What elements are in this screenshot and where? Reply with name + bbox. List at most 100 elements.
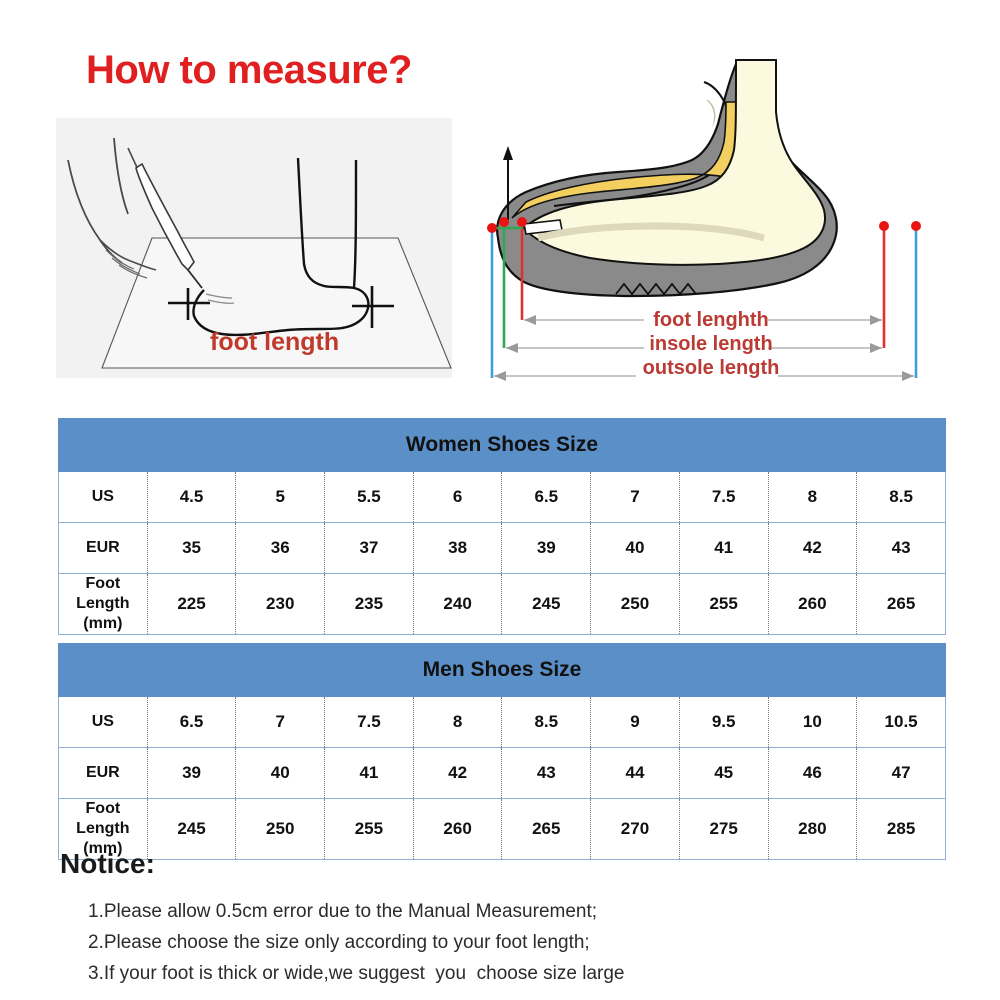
dim-outsole-left-head	[494, 371, 506, 381]
cell: 42	[412, 747, 503, 799]
foot-shading	[537, 222, 765, 242]
finger-1	[105, 249, 135, 270]
row-label-foot-length-main: Foot Length	[76, 800, 130, 837]
cell: 245	[146, 798, 237, 860]
toe-height-arrowhead	[503, 146, 513, 160]
cell: 235	[324, 573, 414, 635]
cell: 260	[412, 798, 503, 860]
cell: 6	[412, 471, 503, 523]
cell: 7.5	[678, 471, 769, 523]
cell: 270	[590, 798, 680, 860]
dim-outsole-right-head	[902, 371, 914, 381]
cell: 35	[146, 522, 237, 574]
cell: 45	[678, 747, 769, 799]
toe-line-1	[205, 293, 233, 299]
row-label-foot-length: Foot Length (mm)	[58, 573, 148, 635]
notice-item-3: 3.If your foot is thick or wide,we sugge…	[88, 963, 625, 984]
cell: 44	[590, 747, 680, 799]
row-label-us: US	[58, 471, 148, 523]
ankle-crease	[706, 100, 716, 128]
cell: 260	[767, 573, 858, 635]
cell: 6.5	[501, 471, 592, 523]
cell: 41	[324, 747, 414, 799]
cell: 8.5	[501, 696, 592, 748]
foot-length-caption: foot length	[210, 328, 340, 356]
table-row: US 6.5 7 7.5 8 8.5 9 9.5 10 10.5	[58, 696, 946, 748]
point-outsole-toe	[487, 223, 497, 233]
cell: 36	[235, 522, 326, 574]
table-row: Foot Length (mm) 225 230 235 240 245 250…	[58, 573, 946, 635]
point-outsole-heel	[911, 221, 921, 231]
table-row: EUR 39 40 41 42 43 44 45 46 47	[58, 747, 946, 799]
cell: 39	[501, 522, 592, 574]
cell: 265	[501, 798, 592, 860]
cell: 4.5	[146, 471, 237, 523]
hand-knuckles	[99, 239, 157, 271]
cell: 42	[767, 522, 858, 574]
row-label-eur: EUR	[58, 522, 148, 574]
dim-insole-right-head	[870, 343, 882, 353]
cell: 43	[501, 747, 592, 799]
cell: 280	[767, 798, 858, 860]
foot-tracing-illustration	[56, 118, 452, 378]
row-label-foot-length-unit: (mm)	[83, 615, 123, 632]
notice-heading: Notice:	[60, 848, 155, 879]
men-table-title: Men Shoes Size	[58, 643, 946, 697]
foot-body	[522, 59, 826, 266]
cell: 38	[412, 522, 503, 574]
cell: 9	[590, 696, 680, 748]
point-foot-heel	[879, 221, 889, 231]
cell: 47	[856, 747, 946, 799]
cell: 255	[678, 573, 769, 635]
table-title-row: Men Shoes Size	[58, 643, 946, 697]
foot-tracing-svg	[67, 137, 452, 369]
point-foot-toe	[517, 217, 527, 227]
dim-insole-left-head	[506, 343, 518, 353]
notice-item-1: 1.Please allow 0.5cm error due to the Ma…	[88, 901, 598, 922]
finger-2	[111, 257, 141, 275]
men-size-table: Men Shoes Size US 6.5 7 7.5 8 8.5 9 9.5 …	[58, 643, 946, 860]
ankle-back-line	[352, 159, 358, 289]
toe-line-2	[207, 299, 235, 304]
cell: 43	[856, 522, 946, 574]
cell: 240	[412, 573, 503, 635]
cell: 8.5	[856, 471, 946, 523]
point-insole-toe	[499, 217, 509, 227]
shoe-cross-section-illustration	[468, 42, 954, 390]
cell: 8	[412, 696, 503, 748]
cell: 285	[856, 798, 946, 860]
row-label-eur: EUR	[58, 747, 148, 799]
row-label-foot-length: Foot Length (mm)	[58, 798, 148, 860]
cell: 250	[590, 573, 680, 635]
cell: 250	[235, 798, 326, 860]
cell: 9.5	[678, 696, 769, 748]
table-row: EUR 35 36 37 38 39 40 41 42 43	[58, 522, 946, 574]
cell: 230	[235, 573, 326, 635]
forearm-outline-2	[113, 137, 129, 215]
cell: 7	[235, 696, 326, 748]
cell: 245	[501, 573, 592, 635]
women-size-table: Women Shoes Size US 4.5 5 5.5 6 6.5 7 7.…	[58, 418, 946, 635]
cell: 40	[235, 747, 326, 799]
cell: 255	[324, 798, 414, 860]
foot-outline	[192, 157, 370, 337]
page-title: How to measure?	[86, 48, 412, 92]
row-label-us: US	[58, 696, 148, 748]
forearm-outline	[67, 159, 123, 264]
cell: 37	[324, 522, 414, 574]
cell: 10	[767, 696, 858, 748]
cell: 5	[235, 471, 326, 523]
row-label-foot-length-unit: (mm)	[83, 840, 123, 857]
cell: 225	[146, 573, 237, 635]
table-row: Foot Length (mm) 245 250 255 260 265 270…	[58, 798, 946, 860]
cell: 8	[767, 471, 858, 523]
sole-tread	[615, 282, 697, 296]
cell: 41	[678, 522, 769, 574]
table-row: US 4.5 5 5.5 6 6.5 7 7.5 8 8.5	[58, 471, 946, 523]
cell: 46	[767, 747, 858, 799]
cell: 39	[146, 747, 237, 799]
dim-foot-right-head	[870, 315, 882, 325]
cell: 5.5	[324, 471, 414, 523]
cell: 275	[678, 798, 769, 860]
finger-3	[118, 264, 148, 279]
